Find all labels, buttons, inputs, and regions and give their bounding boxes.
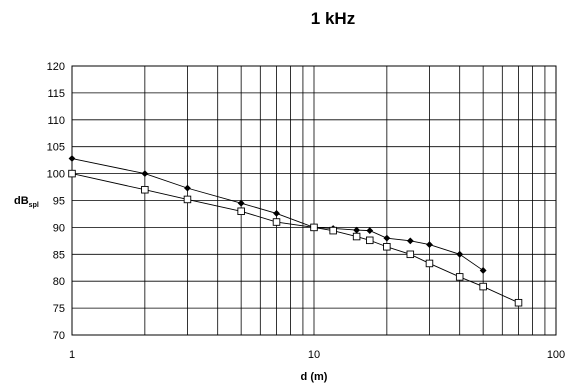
y-tick-label: 85 xyxy=(53,249,65,261)
diamond-point xyxy=(237,199,245,207)
diamond-point xyxy=(141,170,149,177)
grid-lines xyxy=(71,65,556,336)
square-point xyxy=(455,273,464,281)
square-point xyxy=(479,282,487,291)
square-point xyxy=(68,169,76,178)
y-tick-label: 120 xyxy=(47,61,65,73)
diamond-point xyxy=(383,234,391,242)
y-tick-label: 80 xyxy=(53,276,65,288)
square-point xyxy=(272,218,281,226)
diamond-point xyxy=(273,210,280,217)
y-axis-label: dBspl xyxy=(14,195,39,209)
diamond-point xyxy=(456,250,464,258)
plot-area-frame xyxy=(71,65,557,336)
y-tick-label: 75 xyxy=(53,303,65,315)
series-line xyxy=(71,173,519,304)
y-tick-labels: 70 75 80 85 90 95 100 105 110 115 120 xyxy=(47,61,65,342)
square-point xyxy=(383,243,391,251)
square-point xyxy=(183,195,192,204)
series-line xyxy=(71,158,484,271)
diamond-point xyxy=(366,227,374,235)
y-tick-label: 95 xyxy=(53,196,65,208)
diamond-point xyxy=(479,267,487,274)
x-axis-label: d (m) xyxy=(301,371,328,383)
square-point xyxy=(514,298,523,307)
square-point xyxy=(406,250,415,259)
y-axis-label-main: dB xyxy=(14,195,29,207)
y-tick-label: 115 xyxy=(47,88,65,100)
square-point xyxy=(141,185,149,194)
data-series xyxy=(68,155,523,307)
square-point xyxy=(425,259,434,268)
x-tick-label: 100 xyxy=(547,349,565,361)
diamond-point xyxy=(353,226,361,234)
square-point xyxy=(329,226,337,235)
chart-title: 1 kHz xyxy=(311,9,355,28)
diamond-point xyxy=(184,184,191,192)
y-tick-label: 110 xyxy=(47,115,65,127)
square-point xyxy=(366,236,374,245)
y-axis-label-subscript: spl xyxy=(29,202,39,209)
y-tick-label: 90 xyxy=(53,222,65,234)
y-tick-label: 70 xyxy=(53,330,65,342)
y-tick-label: 100 xyxy=(47,169,65,181)
diamond-point xyxy=(406,237,414,245)
square-point xyxy=(352,232,361,241)
x-tick-labels: 1 10 100 xyxy=(69,349,565,361)
square-point xyxy=(310,223,318,232)
x-tick-label: 10 xyxy=(308,349,320,361)
x-tick-label: 1 xyxy=(69,349,75,361)
y-tick-label: 105 xyxy=(47,142,65,154)
square-point xyxy=(237,207,245,216)
diamond-point xyxy=(426,241,433,249)
diamond-point xyxy=(68,155,76,162)
